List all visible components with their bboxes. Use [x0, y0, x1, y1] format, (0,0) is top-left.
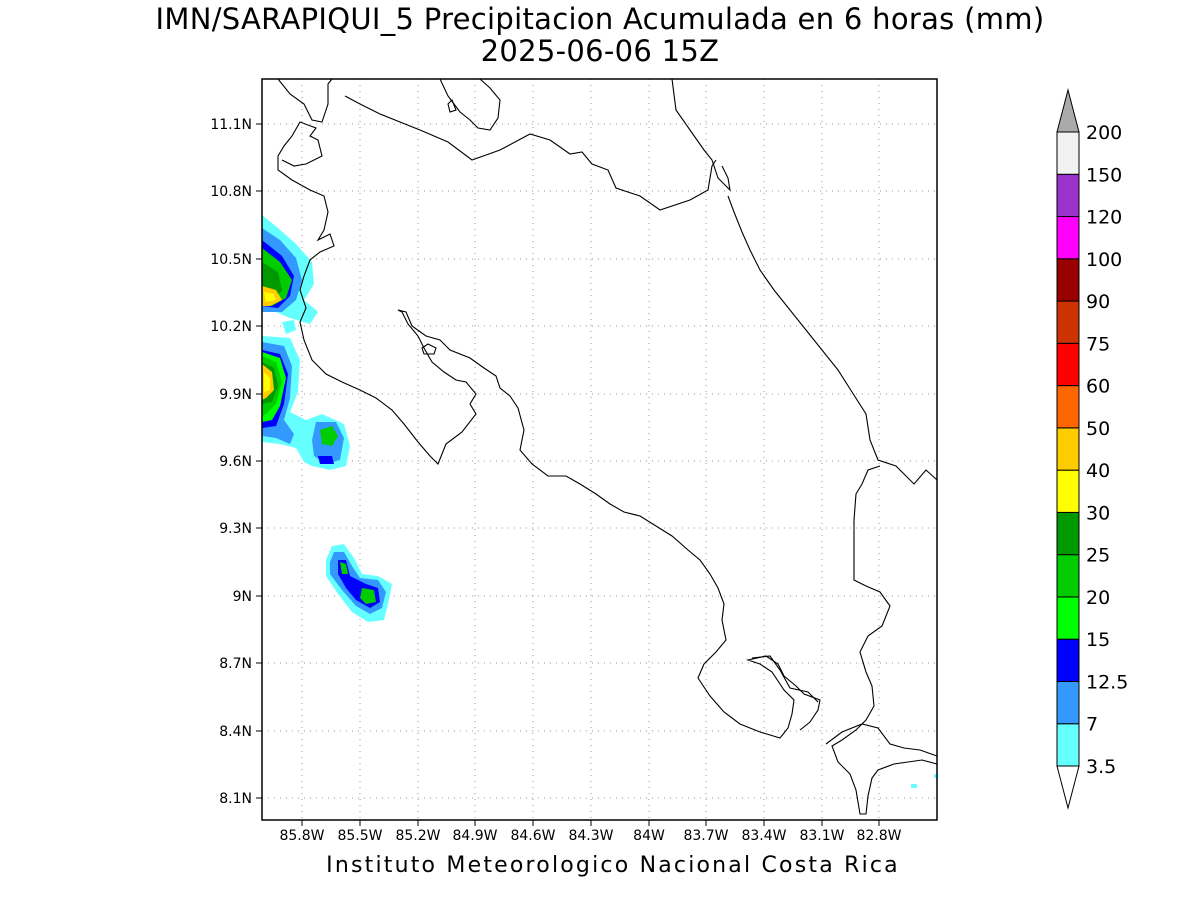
- colorbar-swatch: [1056, 427, 1080, 471]
- y-tick-label: 9.6N: [219, 454, 252, 470]
- axis-ticks: [256, 123, 880, 826]
- colorbar-label: 200: [1086, 122, 1122, 144]
- colorbar-swatch: [1056, 511, 1080, 556]
- y-tick-label: 8.7N: [219, 656, 252, 672]
- colorbar-swatch: [1056, 131, 1080, 175]
- y-tick-label: 10.5N: [210, 252, 252, 268]
- y-tick-label: 9N: [233, 589, 252, 605]
- colorbar-label: 120: [1086, 207, 1122, 229]
- y-tick-label: 8.1N: [219, 791, 252, 807]
- colorbar-low-arrow: [1056, 765, 1080, 810]
- colorbar-label: 100: [1086, 249, 1122, 271]
- precip-cell: [318, 456, 334, 464]
- colorbar-label: 7: [1086, 714, 1098, 736]
- precipitation-shading: [262, 215, 937, 788]
- nicaragua-lake-shore: [277, 78, 333, 123]
- y-tick-label: 10.2N: [210, 319, 252, 335]
- colorbar-swatch: [1056, 680, 1080, 725]
- y-axis-labels: 11.1N 10.8N 10.5N 10.2N 9.9N 9.6N 9.3N 9…: [210, 117, 252, 807]
- x-tick-label: 85.5W: [337, 828, 382, 844]
- y-tick-label: 9.3N: [219, 521, 252, 537]
- precip-cell: [282, 320, 296, 334]
- colorbar-label: 75: [1086, 333, 1110, 355]
- footer-credit: Instituto Meteorologico Nacional Costa R…: [326, 853, 900, 878]
- colorbar-swatch: [1056, 469, 1080, 513]
- x-tick-label: 83.1W: [799, 828, 844, 844]
- island: [447, 99, 457, 113]
- y-tick-label: 9.9N: [219, 387, 252, 403]
- colorbar-high-arrow: [1056, 88, 1080, 133]
- caribbean-coast: [671, 78, 938, 485]
- x-tick-label: 84.3W: [568, 828, 613, 844]
- map-title: IMN/SARAPIQUI_5 Precipitacion Acumulada …: [155, 2, 1045, 36]
- x-tick-label: 84.9W: [452, 828, 497, 844]
- colorbar-swatch: [1056, 258, 1080, 302]
- colorbar-swatch: [1056, 554, 1080, 598]
- precip-cell: [360, 588, 376, 604]
- x-axis-labels: 85.8W 85.5W 85.2W 84.9W 84.6W 84.3W 84W …: [279, 828, 901, 844]
- colorbar-label: 50: [1086, 418, 1110, 440]
- colorbar-swatch: [1056, 638, 1080, 682]
- x-tick-label: 85.2W: [395, 828, 440, 844]
- precip-cell: [264, 372, 270, 392]
- x-tick-label: 82.8W: [856, 828, 901, 844]
- nicoya-gulf-island: [421, 343, 437, 355]
- x-tick-label: 85.8W: [279, 828, 324, 844]
- panama-border: [831, 465, 938, 815]
- precip-cell: [264, 292, 276, 302]
- colorbar-legend: 3.5 7 12.5 15 20 25 30 40 50 60 75 90 100 120 150 200: [1056, 88, 1128, 810]
- colorbar-swatch: [1056, 596, 1080, 640]
- colorbar-swatch: [1056, 173, 1080, 218]
- colorbar-label: 3.5: [1086, 756, 1116, 778]
- x-tick-label: 83.4W: [741, 828, 786, 844]
- colorbar-label: 20: [1086, 587, 1110, 609]
- x-tick-label: 84W: [633, 828, 665, 844]
- x-tick-label: 84.6W: [510, 828, 555, 844]
- x-tick-label: 83.7W: [683, 828, 728, 844]
- coastlines: [277, 78, 938, 815]
- map-frame: [261, 78, 938, 821]
- colorbar-swatch: [1056, 216, 1080, 260]
- nicaragua-lake-shore: [439, 78, 501, 131]
- y-tick-label: 11.1N: [210, 117, 252, 133]
- colorbar-swatch: [1056, 723, 1080, 767]
- colorbar-label: 15: [1086, 629, 1110, 651]
- colorbar-label: 150: [1086, 164, 1122, 186]
- colorbar-label: 90: [1086, 291, 1110, 313]
- nicaragua-border: [344, 95, 717, 211]
- precip-cell: [320, 426, 338, 446]
- map-grid: [262, 79, 937, 820]
- osa-peninsula: [751, 655, 819, 703]
- colorbar-label: 12.5: [1086, 671, 1128, 693]
- precip-cell: [911, 784, 917, 788]
- colorbar-swatch: [1056, 385, 1080, 429]
- colorbar-label: 60: [1086, 376, 1110, 398]
- precip-cell: [340, 562, 348, 574]
- map-date: 2025-06-06 15Z: [480, 34, 720, 68]
- y-tick-label: 10.8N: [210, 184, 252, 200]
- pacific-coast: [277, 121, 821, 739]
- colorbar-label: 30: [1086, 502, 1110, 524]
- burica-coast: [825, 723, 938, 757]
- colorbar-label: 25: [1086, 545, 1110, 567]
- colorbar-label: 40: [1086, 460, 1110, 482]
- colorbar-swatch: [1056, 342, 1080, 387]
- y-tick-label: 8.4N: [219, 724, 252, 740]
- colorbar-swatch: [1056, 300, 1080, 344]
